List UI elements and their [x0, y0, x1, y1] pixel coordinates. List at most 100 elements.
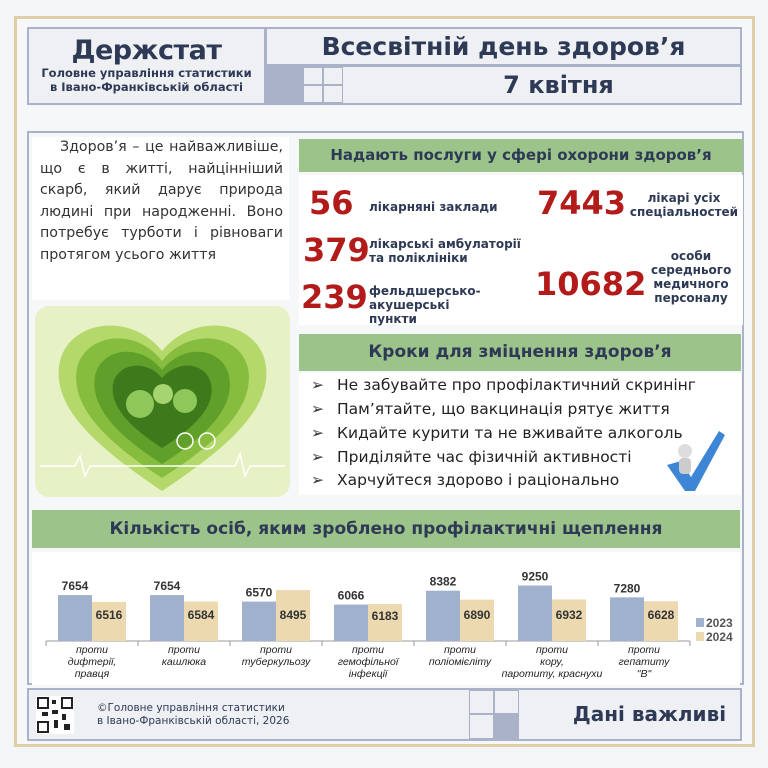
logo-text: Держстат — [71, 35, 222, 66]
category-label: "В" — [637, 668, 653, 680]
page-title: Всесвітній день здоров’я — [265, 27, 742, 66]
stat-label: фельдшерсько-акушерські пункти — [369, 284, 481, 326]
category-label: інфекції — [349, 668, 389, 680]
bar-2023 — [610, 597, 644, 641]
data-label: 7654 — [62, 579, 89, 593]
copyright-line2: в Івано-Франківській області, 2026 — [97, 715, 290, 727]
arrow-bullet-icon: ➢ — [311, 424, 324, 442]
bar-2023 — [242, 601, 276, 641]
stat-value: 56 — [309, 184, 354, 222]
bar-2024 — [644, 601, 678, 641]
bar-2023 — [518, 585, 552, 641]
footer: ©Головне управління статистики в Івано-Фр… — [27, 688, 742, 741]
legend-label: 2023 — [706, 616, 733, 630]
category-label: гепатиту — [619, 656, 671, 668]
data-label: 9250 — [522, 570, 549, 584]
list-item: ➢ Пам’ятайте, що вакцинація рятує життя — [311, 400, 670, 418]
bar-2023 — [58, 595, 92, 641]
category-label: проти — [168, 644, 200, 656]
step-text: Пам’ятайте, що вакцинація рятує життя — [337, 400, 670, 418]
data-label: 7280 — [614, 581, 641, 595]
bar-2024 — [368, 603, 402, 641]
services-header: Надають послуги у сфері охорони здоров’я — [299, 139, 743, 172]
vaccination-chart: 7654 6516 проти дифтерії, правця 7654 6584 прот… — [32, 552, 740, 685]
checkmark-figure-icon — [667, 431, 725, 491]
data-label: 6066 — [338, 589, 365, 603]
steps-header: Кроки для зміцнення здоров’я — [299, 334, 741, 371]
data-label: 6890 — [464, 608, 491, 622]
category-label: проти — [536, 644, 568, 656]
data-label: 8495 — [280, 608, 307, 622]
category-label: проти — [444, 644, 476, 656]
arrow-bullet-icon: ➢ — [311, 471, 324, 489]
date-text: 7 квітня — [503, 71, 614, 99]
step-text: Харчуйтеся здорово і раціонально — [337, 471, 620, 489]
category-label: кору, — [540, 656, 564, 668]
bar-2024 — [184, 601, 218, 641]
legend-swatch — [696, 618, 704, 627]
category-label: проти — [352, 644, 384, 656]
stat-value: 379 — [303, 231, 370, 269]
list-item: ➢ Кидайте курити та не вживайте алкоголь — [311, 424, 683, 442]
decor-square — [494, 714, 519, 739]
bar-2024 — [460, 599, 494, 641]
slogan: Дані важливі — [572, 702, 727, 726]
list-item: ➢ Приділяйте час фізичній активності — [311, 448, 632, 466]
data-label: 6570 — [246, 586, 273, 600]
data-label: 7654 — [154, 579, 181, 593]
step-text: Не забувайте про профілактичний скринінг — [337, 376, 696, 394]
step-text: Приділяйте час фізичній активності — [337, 448, 632, 466]
org-line2: в Івано-Франківській області — [49, 80, 244, 94]
intro-text: Здоров’я – це найважливіше, що є в житті… — [32, 137, 289, 300]
decor-square — [494, 690, 519, 714]
decor-square — [303, 85, 323, 103]
decor-square — [323, 67, 343, 85]
category-label: паротиту, краснухи — [502, 668, 603, 680]
category-label: гемофільної — [338, 656, 400, 668]
chart-header: Кількість осіб, яким зроблено профілакти… — [32, 510, 740, 548]
category-label: правця — [75, 668, 110, 680]
copyright-line1: ©Головне управління статистики — [97, 702, 285, 714]
bar-2023 — [426, 590, 460, 641]
arrow-bullet-icon: ➢ — [311, 400, 324, 418]
category-label: туберкульозу — [242, 656, 311, 668]
services-stats: 56 лікарняні заклади 379 лікарські амбул… — [299, 175, 743, 326]
decor-square — [303, 67, 323, 85]
stat-value: 10682 — [535, 265, 647, 303]
category-label: дифтерії, — [68, 656, 116, 668]
data-label: 6516 — [96, 608, 123, 622]
decor-square — [267, 67, 303, 103]
copyright: ©Головне управління статистики в Івано-Фр… — [97, 702, 289, 728]
stat-value: 7443 — [537, 184, 627, 222]
bar-2024 — [92, 601, 126, 641]
data-label: 6584 — [188, 608, 215, 622]
heart-illustration — [35, 306, 290, 497]
stat-value: 239 — [301, 278, 368, 316]
stat-label: особи середнього медичного персоналу — [651, 249, 732, 305]
bar-2023 — [334, 604, 368, 641]
arrow-bullet-icon: ➢ — [311, 376, 324, 394]
data-label: 8382 — [430, 575, 457, 589]
category-label: проти — [628, 644, 660, 656]
data-label: 6628 — [648, 608, 675, 622]
stat-label: лікарняні заклади — [369, 200, 498, 214]
arrow-bullet-icon: ➢ — [311, 448, 324, 466]
date-block: 7 квітня — [265, 65, 742, 105]
category-label: проти — [76, 644, 108, 656]
decor-square — [469, 714, 494, 739]
stat-label: лікарські амбулаторії та поліклініки — [369, 237, 521, 265]
legend-label: 2024 — [706, 630, 733, 644]
org-line1: Головне управління статистики — [41, 66, 252, 80]
bar-chart: 76546516протидифтерії,правця76546584прот… — [45, 570, 733, 680]
legend-swatch — [696, 632, 704, 641]
steps-list: ➢ Не забувайте про профілактичний скринін… — [299, 373, 741, 495]
bar-2023 — [150, 595, 184, 641]
qr-code-icon — [36, 696, 74, 734]
list-item: ➢ Не забувайте про профілактичний скринін… — [311, 376, 696, 394]
decor-square — [323, 85, 343, 103]
data-label: 6183 — [372, 609, 399, 623]
bar-2024 — [552, 599, 586, 641]
category-label: поліомієліту — [429, 656, 492, 668]
bar-2024 — [276, 590, 310, 641]
step-text: Кидайте курити та не вживайте алкоголь — [337, 424, 683, 442]
